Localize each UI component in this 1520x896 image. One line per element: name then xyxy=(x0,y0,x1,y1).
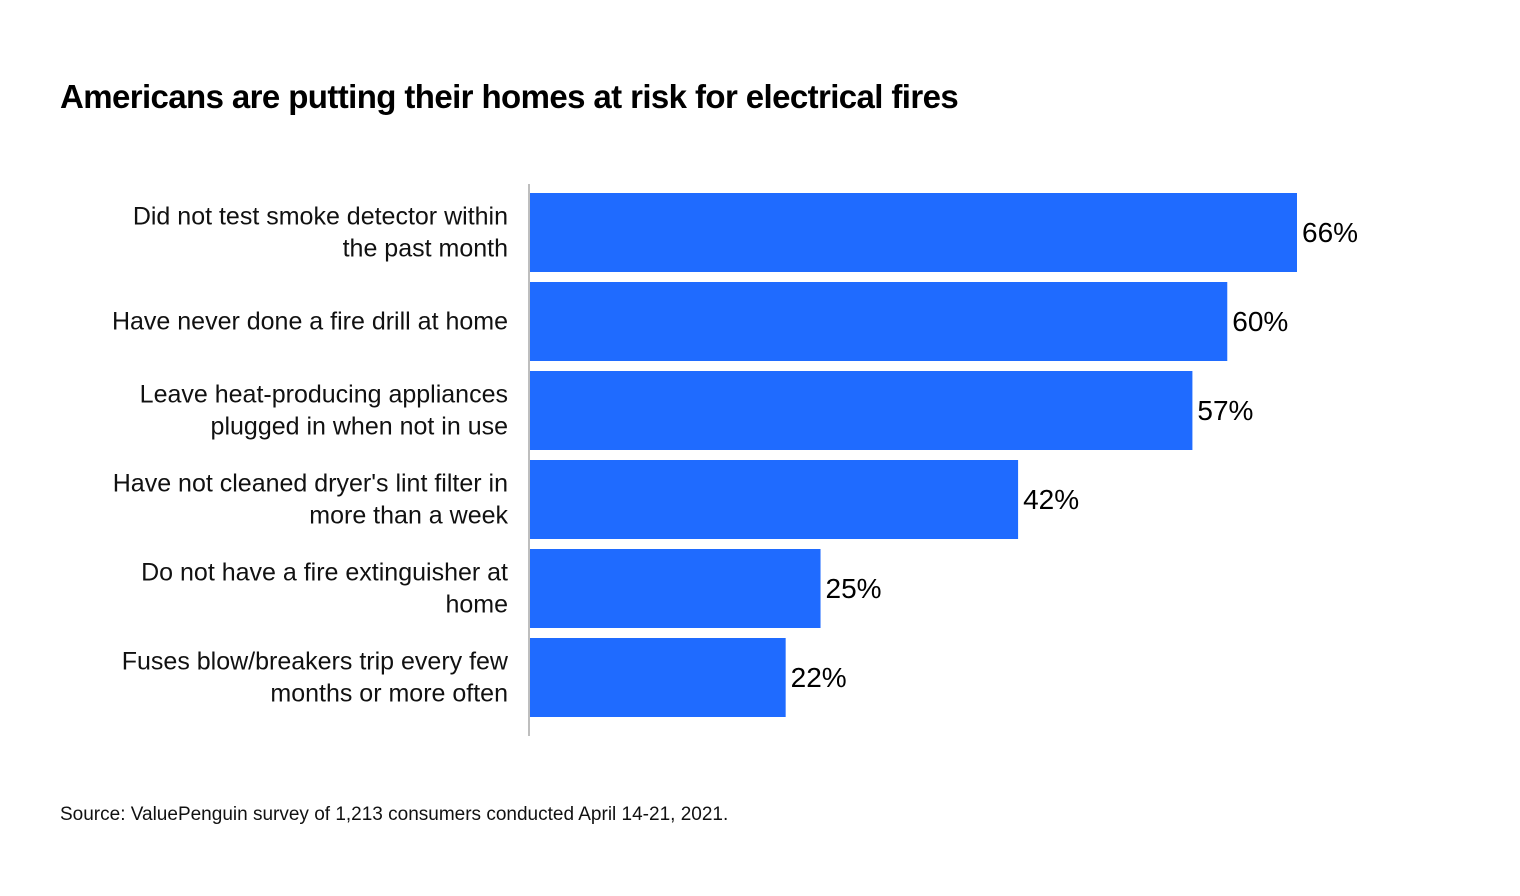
category-label-3-line-0: Have not cleaned dryer's lint filter in xyxy=(113,470,508,498)
bar-2 xyxy=(530,371,1193,450)
bar-0 xyxy=(530,193,1297,272)
category-label-3-line-1: more than a week xyxy=(309,502,508,530)
category-label-4-line-0: Do not have a fire extinguisher at xyxy=(141,559,508,587)
category-label-0-line-0: Did not test smoke detector within xyxy=(133,203,508,231)
value-label-3: 42% xyxy=(1023,484,1079,515)
category-label-2-line-0: Leave heat-producing appliances xyxy=(140,381,508,409)
value-label-5: 22% xyxy=(791,662,847,693)
chart-title: Americans are putting their homes at ris… xyxy=(60,78,959,115)
bar-1 xyxy=(530,282,1228,361)
bar-3 xyxy=(530,460,1019,539)
category-label-5-line-1: months or more often xyxy=(270,680,508,708)
value-label-0: 66% xyxy=(1302,217,1358,248)
value-label-2: 57% xyxy=(1197,395,1253,426)
bars-group: 66% Did not test smoke detector within the… xyxy=(112,193,1358,717)
value-label-4: 25% xyxy=(826,573,882,604)
bar-4 xyxy=(530,549,821,628)
category-label-2-line-1: plugged in when not in use xyxy=(211,413,508,441)
source-note: Source: ValuePenguin survey of 1,213 con… xyxy=(60,804,729,825)
category-label-1-line-0: Have never done a fire drill at home xyxy=(112,308,508,336)
bar-5 xyxy=(530,638,786,717)
category-label-0-line-1: the past month xyxy=(343,235,508,263)
category-label-4-line-1: home xyxy=(445,591,508,619)
value-label-1: 60% xyxy=(1232,306,1288,337)
category-label-5-line-0: Fuses blow/breakers trip every few xyxy=(122,648,509,676)
